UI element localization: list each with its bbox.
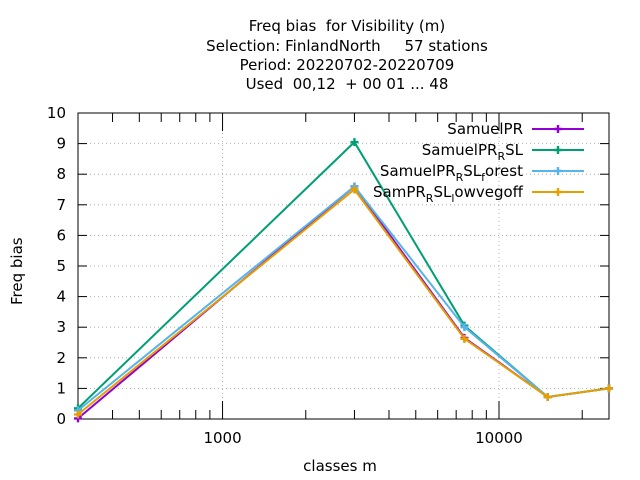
y-tick-label: 2 xyxy=(56,349,66,367)
y-tick-label: 3 xyxy=(56,318,66,336)
series-4-point xyxy=(460,334,469,343)
series-3-point xyxy=(460,323,469,332)
x-tick-label: 1000 xyxy=(203,429,241,447)
y-tick-label: 10 xyxy=(47,104,66,122)
y-tick-label: 5 xyxy=(56,257,66,275)
legend-label-2: SamuelPRRSL xyxy=(422,141,524,163)
chart-title-line-3: Period: 20220702-20220709 xyxy=(239,56,455,74)
y-tick-label: 9 xyxy=(56,135,66,153)
y-tick-label: 0 xyxy=(56,410,66,428)
legend-marker-2 xyxy=(554,146,562,154)
series-4-point xyxy=(74,410,82,419)
chart-title-line-1: Freq bias for Visibility (m) xyxy=(248,17,446,35)
x-axis-label: classes m xyxy=(303,457,377,475)
chart-title-line-2: Selection: FinlandNorth 57 stations xyxy=(206,37,488,55)
legend-label-4: SamPRRSLlowvegoff xyxy=(373,183,524,205)
series-4-point xyxy=(350,185,359,194)
y-tick-label: 7 xyxy=(56,196,66,214)
y-tick-label: 6 xyxy=(56,226,66,244)
legend-marker-4 xyxy=(554,188,562,196)
legend-label-3: SamuelPRRSLforest xyxy=(380,162,523,184)
y-tick-label: 1 xyxy=(56,379,66,397)
series-4-point xyxy=(543,392,552,401)
y-tick-label: 4 xyxy=(56,288,66,306)
x-tick-label: 10000 xyxy=(475,429,523,447)
chart-title-line-4: Used 00,12 + 00 01 ... 48 xyxy=(245,75,449,93)
series-line-3 xyxy=(77,184,610,412)
legend-marker-3 xyxy=(554,167,562,175)
series-2-point xyxy=(350,138,359,147)
y-tick-label: 8 xyxy=(56,165,66,183)
series-4-point xyxy=(605,384,613,393)
series-line-2 xyxy=(77,140,610,410)
plot-frame xyxy=(77,112,610,420)
legend-label-1: SamuelPR xyxy=(447,120,523,138)
legend-marker-1 xyxy=(554,125,562,133)
